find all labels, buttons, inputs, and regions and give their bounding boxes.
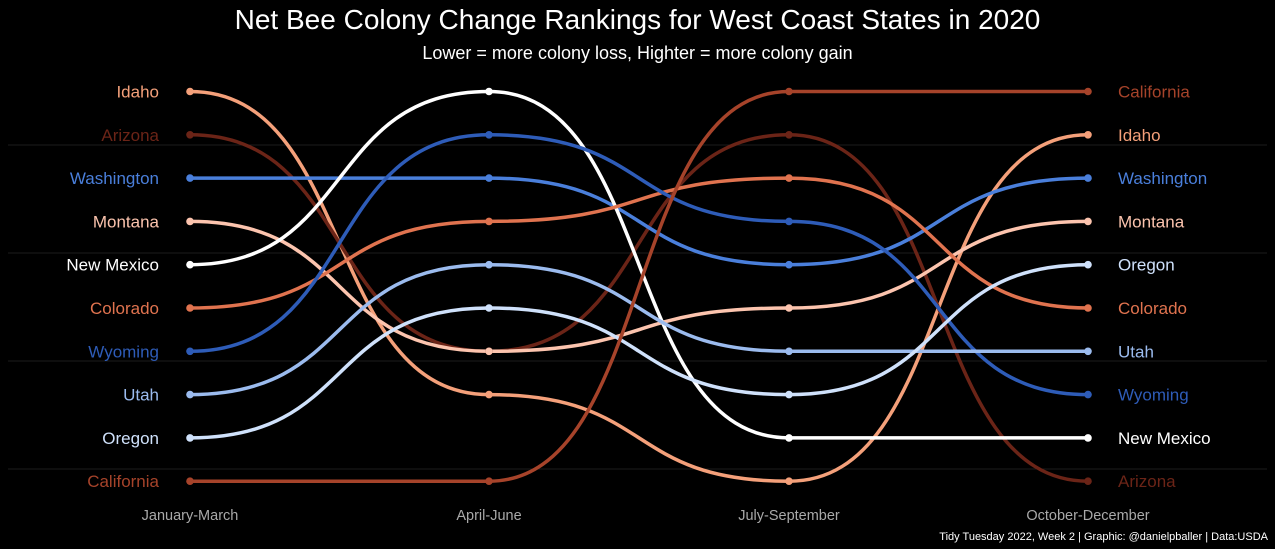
- left-state-labels: Idaho Arizona Washington Montana New Mexico C…: [66, 83, 159, 492]
- x-tick-april-june: April-June: [456, 508, 521, 524]
- point-washington-3: [785, 260, 793, 269]
- left-label-colorado: Colorado: [90, 299, 159, 318]
- left-label-oregon: Oregon: [102, 429, 159, 448]
- point-montana-1: [186, 217, 194, 226]
- right-label-washington: Washington: [1118, 169, 1207, 188]
- left-label-montana: Montana: [93, 212, 160, 231]
- right-label-new-mexico: New Mexico: [1118, 429, 1211, 448]
- series-line-montana: [188, 219, 1090, 354]
- chart-subtitle: Lower = more colony loss, Highter = more…: [422, 43, 853, 63]
- point-utah-1: [186, 390, 194, 399]
- series-line-new-mexico: [188, 89, 1090, 440]
- point-arizona-3: [785, 131, 793, 139]
- point-utah-3: [785, 347, 793, 356]
- right-label-california: California: [1118, 83, 1190, 102]
- point-idaho-4: [1084, 131, 1092, 139]
- point-new-mexico-1: [186, 260, 194, 269]
- point-new-mexico-4: [1084, 434, 1092, 442]
- chart-title: Net Bee Colony Change Rankings for West …: [234, 4, 1041, 35]
- right-label-utah: Utah: [1118, 342, 1154, 361]
- point-utah-2: [485, 260, 493, 269]
- series-line-california: [188, 89, 1090, 483]
- point-new-mexico-3: [785, 434, 793, 442]
- point-colorado-3: [785, 174, 793, 182]
- point-arizona-4: [1084, 477, 1092, 486]
- right-label-idaho: Idaho: [1118, 126, 1161, 145]
- series-lines: [188, 89, 1090, 483]
- point-oregon-1: [186, 434, 194, 442]
- point-wyoming-2: [485, 131, 493, 139]
- point-colorado-4: [1084, 304, 1092, 312]
- left-label-washington: Washington: [70, 169, 159, 188]
- point-california-1: [186, 477, 194, 486]
- left-label-new-mexico: New Mexico: [66, 256, 159, 275]
- point-washington-2: [485, 174, 493, 182]
- point-oregon-3: [785, 390, 793, 399]
- point-california-4: [1084, 87, 1092, 96]
- chart-caption: Tidy Tuesday 2022, Week 2 | Graphic: @da…: [939, 531, 1268, 543]
- series-line-utah: [188, 262, 1090, 397]
- point-colorado-2: [485, 217, 493, 226]
- point-wyoming-4: [1084, 390, 1092, 399]
- right-label-colorado: Colorado: [1118, 299, 1187, 318]
- point-arizona-1: [186, 131, 194, 139]
- series-line-colorado: [188, 176, 1090, 310]
- right-label-oregon: Oregon: [1118, 256, 1175, 275]
- series-line-oregon: [188, 262, 1090, 440]
- point-washington-1: [186, 174, 194, 182]
- series-line-idaho: [188, 89, 1090, 483]
- series-line-washington: [188, 176, 1090, 267]
- point-idaho-2: [485, 390, 493, 399]
- right-label-wyoming: Wyoming: [1118, 386, 1189, 405]
- gridlines: [8, 144, 1267, 470]
- point-idaho-3: [785, 477, 793, 486]
- left-label-arizona: Arizona: [101, 126, 159, 145]
- point-california-2: [485, 477, 493, 486]
- series-points: [186, 87, 1092, 486]
- x-axis-tick-labels: January-March April-June July-September Oct…: [142, 508, 1150, 524]
- series-line-arizona: [188, 133, 1090, 483]
- point-oregon-2: [485, 304, 493, 312]
- point-colorado-1: [186, 304, 194, 312]
- right-state-labels: Idaho Arizona Washington Montana New Mexico C…: [1118, 83, 1211, 492]
- x-tick-october-december: October-December: [1026, 508, 1149, 524]
- point-montana-4: [1084, 217, 1092, 226]
- point-wyoming-3: [785, 217, 793, 226]
- left-label-california: California: [87, 472, 159, 491]
- point-oregon-4: [1084, 260, 1092, 269]
- point-utah-4: [1084, 347, 1092, 356]
- point-montana-2: [485, 347, 493, 356]
- point-montana-3: [785, 304, 793, 312]
- point-washington-4: [1084, 174, 1092, 182]
- point-idaho-1: [186, 87, 194, 96]
- point-new-mexico-2: [485, 87, 493, 96]
- x-tick-january-march: January-March: [142, 508, 239, 524]
- left-label-wyoming: Wyoming: [88, 342, 159, 361]
- left-label-idaho: Idaho: [116, 83, 159, 102]
- right-label-arizona: Arizona: [1118, 472, 1176, 491]
- x-tick-july-september: July-September: [738, 508, 840, 524]
- right-label-montana: Montana: [1118, 212, 1185, 231]
- point-california-3: [785, 87, 793, 96]
- point-wyoming-1: [186, 347, 194, 356]
- left-label-utah: Utah: [123, 386, 159, 405]
- series-line-wyoming: [188, 133, 1090, 397]
